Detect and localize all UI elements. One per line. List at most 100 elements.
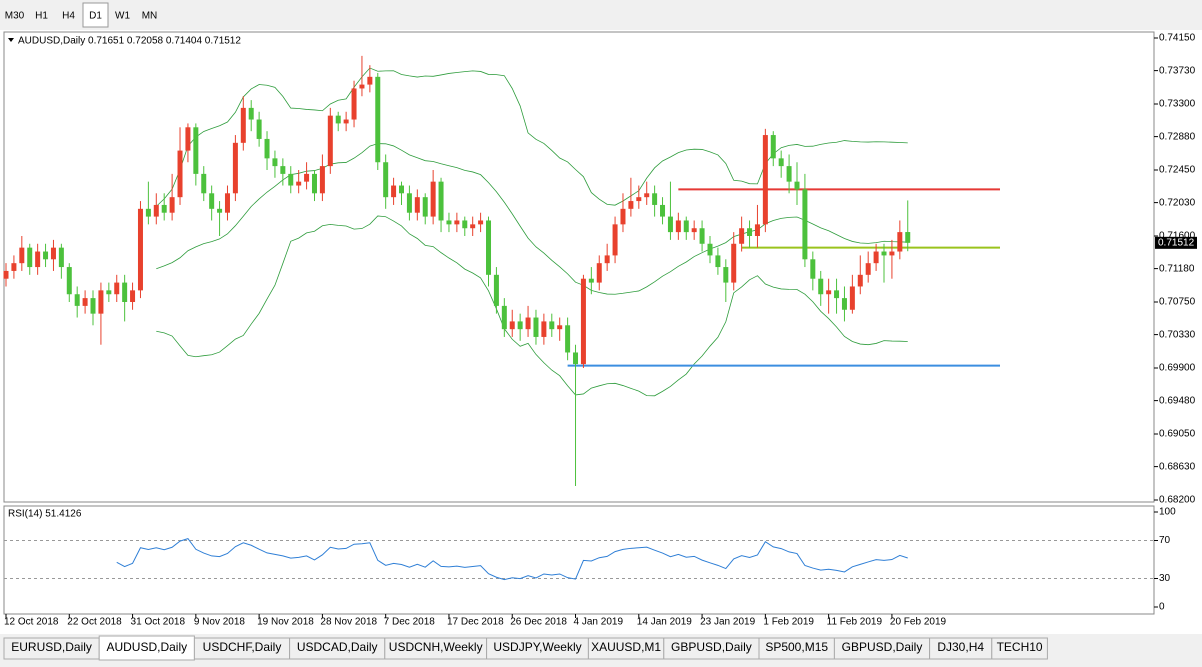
candle-body xyxy=(224,193,230,213)
rsi-frame xyxy=(3,505,1155,615)
candle-body xyxy=(272,158,278,167)
candle-body xyxy=(612,224,618,256)
tab-label[interactable]: XAUUSD,M1 xyxy=(591,640,661,654)
timeframe-label[interactable]: MN xyxy=(142,11,158,22)
timeframe-button[interactable] xyxy=(56,3,81,27)
timeframe-label[interactable]: M30 xyxy=(5,11,25,22)
tab-label[interactable]: USDCNH,Weekly xyxy=(389,640,483,654)
x-tick-label: 12 Oct 2018 xyxy=(4,617,59,628)
timeframe-button[interactable] xyxy=(29,3,54,27)
y-tick-label: 0.68200 xyxy=(1159,495,1196,506)
tab-label[interactable]: TECH10 xyxy=(997,640,1043,654)
y-tick-label: 0.69480 xyxy=(1159,395,1196,406)
candle-body xyxy=(675,220,681,233)
x-tick-label: 22 Oct 2018 xyxy=(67,617,122,628)
candle-body xyxy=(185,127,191,151)
candle-body xyxy=(889,251,895,256)
timeframe-button[interactable] xyxy=(137,3,162,27)
candle-body xyxy=(628,201,634,209)
candle-body xyxy=(161,204,167,213)
tab-label[interactable]: GBPUSD,Daily xyxy=(842,640,923,654)
candle-body xyxy=(517,321,523,330)
candle-body xyxy=(897,232,903,252)
tab-label[interactable]: USDCAD,Daily xyxy=(297,640,378,654)
candle-body xyxy=(90,298,96,314)
candle-body xyxy=(873,251,879,264)
candle-body xyxy=(406,193,412,213)
tab[interactable] xyxy=(991,637,1048,660)
bollinger-band xyxy=(156,215,908,397)
timeframe-label[interactable]: H1 xyxy=(35,11,48,22)
candle-body xyxy=(375,76,381,163)
timeframe-label[interactable]: H4 xyxy=(62,11,75,22)
candle-body xyxy=(747,228,753,236)
candle-body xyxy=(311,173,317,194)
candle-body xyxy=(288,173,294,186)
candle-body xyxy=(391,185,397,198)
candle-body xyxy=(446,220,452,225)
candle-body xyxy=(58,247,64,268)
candle-body xyxy=(865,263,871,275)
y-tick-label: 0.70330 xyxy=(1159,329,1196,340)
candle-body xyxy=(351,88,357,120)
rsi-line xyxy=(116,538,908,581)
candle-body xyxy=(810,259,816,279)
x-tick-label: 23 Jan 2019 xyxy=(700,617,755,628)
timeframe-button[interactable] xyxy=(2,3,27,27)
y-tick-label: 0.72030 xyxy=(1159,197,1196,208)
candle-body xyxy=(27,247,33,268)
candle-body xyxy=(644,193,650,198)
candle-body xyxy=(636,197,642,202)
candle-body xyxy=(754,224,760,236)
candle-body xyxy=(66,267,72,295)
candle-body xyxy=(248,107,254,120)
candle-body xyxy=(383,162,389,198)
chart-window xyxy=(0,30,1202,634)
rsi-tick-label: 100 xyxy=(1159,507,1176,518)
tab-label[interactable]: DJ30,H4 xyxy=(937,640,984,654)
candle-body xyxy=(683,220,689,233)
candle-body xyxy=(707,243,713,256)
candle-body xyxy=(786,166,792,182)
candle-body xyxy=(264,138,270,159)
candle-body xyxy=(50,247,56,260)
timeframe-label[interactable]: W1 xyxy=(115,11,130,22)
x-tick-label: 26 Dec 2018 xyxy=(510,617,567,628)
tab-label[interactable]: AUDUSD,Daily xyxy=(106,640,187,654)
candle-body xyxy=(620,208,626,225)
candle-body xyxy=(35,251,41,268)
y-tick-label: 0.73300 xyxy=(1159,99,1196,110)
candle-body xyxy=(367,76,373,85)
candle-body xyxy=(280,166,286,174)
tab-label[interactable]: USDJPY,Weekly xyxy=(493,640,581,654)
x-tick-label: 7 Dec 2018 xyxy=(384,617,436,628)
timeframe-button[interactable] xyxy=(110,3,135,27)
tab-label[interactable]: EURUSD,Daily xyxy=(11,640,92,654)
candle-body xyxy=(82,298,88,306)
timeframe-label[interactable]: D1 xyxy=(89,11,102,22)
chart-title: AUDUSD,Daily 0.71651 0.72058 0.71404 0.7… xyxy=(18,36,241,47)
candle-body xyxy=(414,197,420,213)
candle-body xyxy=(478,220,484,225)
tab-label[interactable]: USDCHF,Daily xyxy=(203,640,282,654)
toolbar xyxy=(0,0,1202,30)
candle-body xyxy=(770,135,776,159)
candle-body xyxy=(153,204,159,217)
candle-body xyxy=(565,325,571,353)
bollinger-band xyxy=(156,67,908,207)
rsi-tick-label: 30 xyxy=(1159,573,1171,584)
x-tick-label: 28 Nov 2018 xyxy=(320,617,377,628)
candle-body xyxy=(699,228,705,244)
candle-body xyxy=(232,142,238,194)
timeframe-button[interactable] xyxy=(82,2,109,28)
tab-label[interactable]: SP500,M15 xyxy=(765,640,828,654)
candle-body xyxy=(604,255,610,264)
y-tick-label: 0.73730 xyxy=(1159,65,1196,76)
candle-body xyxy=(794,181,800,190)
current-price-label: 0.71512 xyxy=(1158,237,1195,248)
candle-body xyxy=(11,263,17,271)
tab-label[interactable]: GBPUSD,Daily xyxy=(671,640,752,654)
candle-body xyxy=(201,173,207,194)
x-tick-label: 17 Dec 2018 xyxy=(447,617,504,628)
